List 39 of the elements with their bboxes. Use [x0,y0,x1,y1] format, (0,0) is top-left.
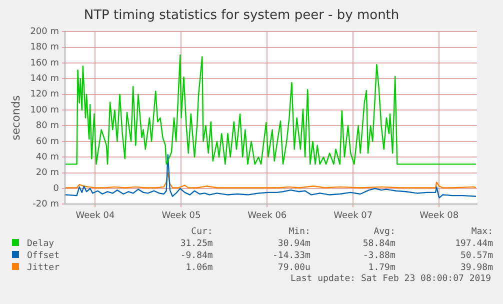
y-axis-title: seconds [9,95,22,140]
y-tick-label: 100 m [30,105,60,116]
y-tick-label: 140 m [30,74,60,84]
text: 50.57m [459,250,494,262]
text: 197.44m [454,238,494,250]
x-tick-label: Week 06 [248,210,287,221]
text: 31.25m [179,238,214,250]
text: Min: [288,226,312,238]
y-tick-label: 80 m [36,121,60,132]
text: 1.06m [184,262,214,274]
y-tick-label: -20 m [32,200,60,210]
chart-title: NTP timing statistics for system peer - by month [84,8,400,24]
y-tick-label: 40 m [36,152,60,162]
text: 79.00u [276,262,312,274]
text: -9.84m [179,250,214,262]
y-tick-label: 20 m [36,168,60,178]
text: 39.98m [459,262,494,274]
text: -3.88m [362,250,396,262]
x-tick-label: Week 04 [76,210,115,221]
text: Avg: [372,226,396,238]
text: Last update: Sat Feb 23 08:00:07 2019 [290,274,492,284]
legend-label: Delay [26,238,56,250]
y-tick-label: 160 m [30,58,60,68]
x-tick-label: Week 07 [334,210,373,221]
legend-label: Offset [26,250,61,262]
y-tick-label: 120 m [30,90,60,100]
y-tick-label: 60 m [36,136,60,147]
text: Cur: [190,226,214,238]
text: 58.84m [362,238,396,250]
text: -14.33m [271,250,312,262]
y-tick-label: 180 m [30,42,60,53]
text: 30.94m [276,238,312,250]
x-tick-label: Week 08 [420,210,459,221]
text: 1.79m [367,262,396,274]
text: Max: [470,226,494,238]
legend-label: Jitter [26,262,61,274]
y-tick-label: 200 m [30,26,60,37]
x-tick-label: Week 05 [162,210,201,221]
y-tick-label: 0 [53,184,60,194]
